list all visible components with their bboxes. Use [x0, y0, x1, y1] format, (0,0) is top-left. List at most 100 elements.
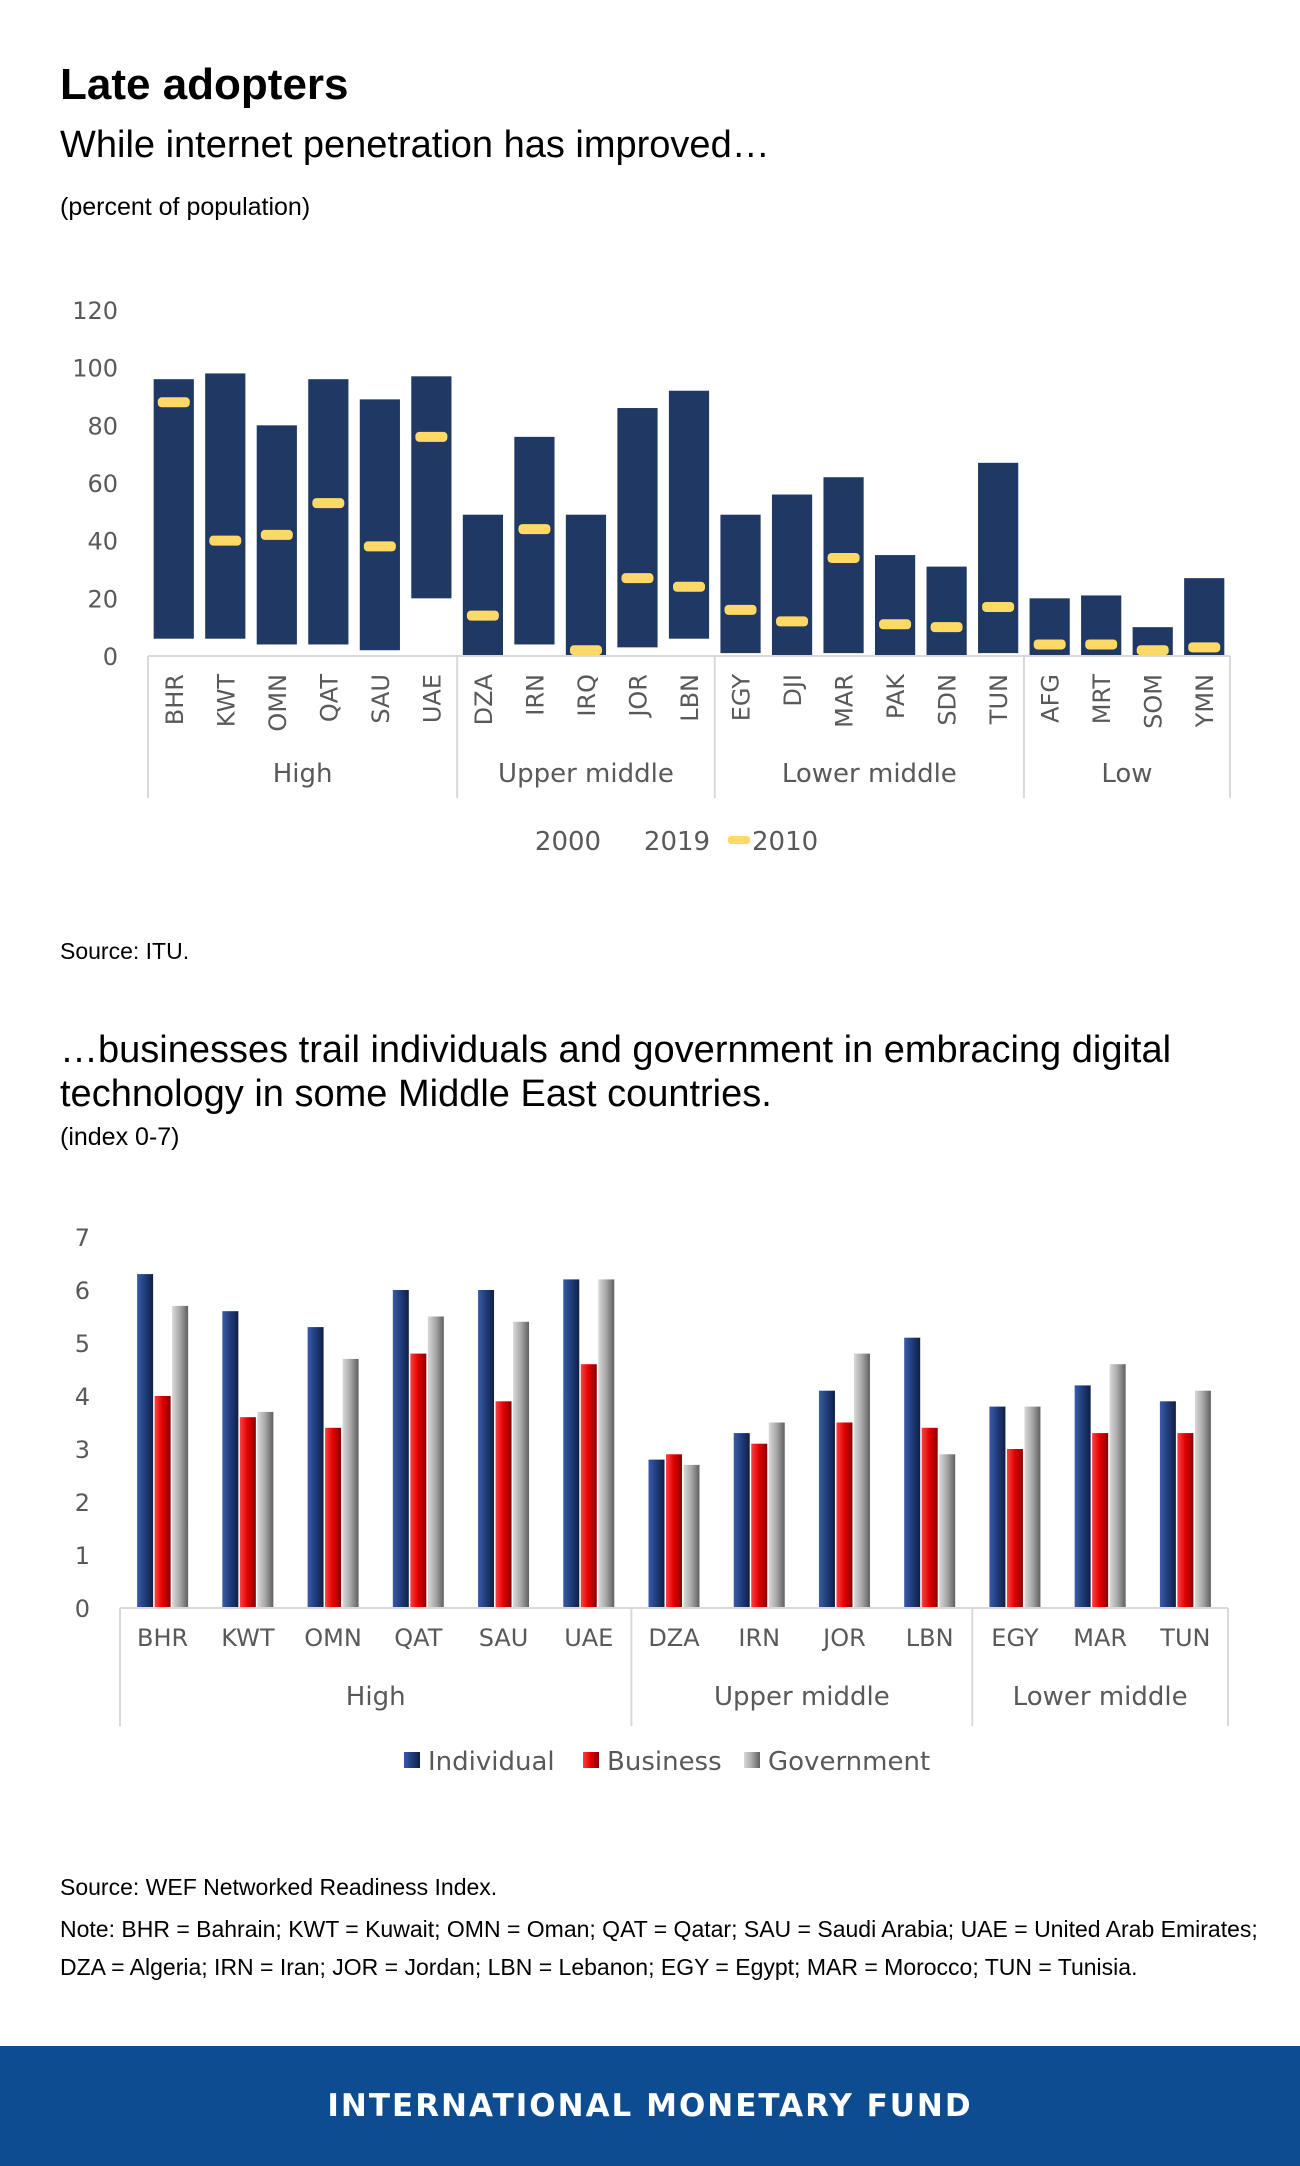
bar-business-qat — [410, 1353, 427, 1608]
y-tick-label: 2 — [75, 1489, 90, 1517]
bar-business-tun — [1177, 1433, 1194, 1608]
x-tick-label: OMN — [264, 674, 292, 732]
legend-label: 2000 — [535, 827, 601, 857]
marker-2010-irn — [518, 524, 551, 535]
bar-individual-kwt — [222, 1311, 239, 1608]
marker-2010-uae — [415, 431, 448, 442]
x-tick-label: SAU — [479, 1624, 529, 1652]
marker-2010-sdn — [930, 622, 963, 633]
bar-business-bhr — [154, 1396, 171, 1608]
x-tick-label: EGY — [728, 674, 756, 722]
bar-government-qat — [427, 1316, 444, 1608]
y-tick-label: 5 — [75, 1330, 90, 1358]
legend-label: Government — [768, 1747, 930, 1777]
bar-business-egy — [1006, 1449, 1023, 1608]
y-tick-label: 3 — [75, 1436, 90, 1464]
footer-banner: INTERNATIONAL MONETARY FUND — [0, 2046, 1300, 2166]
legend-swatch-2010 — [728, 836, 750, 844]
x-tick-label: KWT — [221, 1624, 275, 1652]
chart1-subtitle: While internet penetration has improved… — [60, 124, 770, 166]
x-tick-label: TUN — [985, 674, 1013, 725]
x-tick-label: IRN — [738, 1624, 780, 1652]
marker-2010-mrt — [1085, 639, 1118, 650]
marker-2010-ymn — [1188, 642, 1221, 653]
y-tick-label: 0 — [75, 1595, 90, 1623]
marker-2010-pak — [879, 619, 912, 630]
marker-2010-som — [1136, 645, 1169, 656]
group-label: High — [346, 1682, 406, 1712]
marker-2010-lbn — [673, 581, 705, 592]
chart1-source: Source: ITU. — [60, 938, 190, 964]
bar-business-irn — [751, 1443, 768, 1608]
x-tick-label: DZA — [470, 673, 498, 725]
x-tick-label: IRN — [521, 674, 549, 716]
bar-government-uae — [598, 1279, 615, 1608]
x-tick-label: JOR — [624, 674, 652, 719]
bar-individual-lbn — [904, 1337, 921, 1608]
x-tick-label: DZA — [648, 1624, 700, 1652]
bar-business-mar — [1092, 1433, 1109, 1608]
marker-2010-afg — [1033, 639, 1066, 650]
x-tick-label: MRT — [1088, 674, 1116, 725]
y-tick-label: 40 — [87, 528, 118, 556]
x-tick-label: LBN — [676, 674, 704, 722]
bar-business-omn — [325, 1427, 342, 1608]
chart2-note: Note: BHR = Bahrain; KWT = Kuwait; OMN =… — [60, 1916, 1258, 1980]
range-bar-jor — [617, 408, 658, 648]
marker-2010-irq — [569, 645, 602, 656]
bar-government-omn — [342, 1358, 359, 1608]
bar-business-sau — [495, 1401, 512, 1608]
legend-swatch-individual — [404, 1752, 420, 1768]
bar-individual-uae — [563, 1279, 580, 1608]
bar-business-dza — [666, 1454, 682, 1608]
bar-individual-tun — [1159, 1401, 1176, 1608]
bar-government-bhr — [172, 1305, 189, 1608]
chart2-subtitle: …businesses trail individuals and govern… — [60, 1029, 1172, 1115]
legend-swatch-government — [744, 1752, 760, 1768]
y-tick-label: 80 — [87, 412, 118, 440]
chart1-unit-label: (percent of population) — [60, 193, 311, 221]
range-bar-dji — [771, 494, 813, 656]
bar-individual-dza — [648, 1459, 665, 1608]
x-tick-label: AFG — [1037, 674, 1065, 723]
marker-2010-egy — [724, 604, 757, 615]
footer-org-name: INTERNATIONAL MONETARY FUND — [327, 2088, 973, 2124]
chart1-internet-penetration: 0 20 40 60 80 100 120 BHR KWT OMN QAT SAU UAE DZA IRN I… — [72, 297, 1231, 857]
legend-label: 2010 — [752, 827, 818, 857]
x-tick-label: UAE — [564, 1624, 613, 1652]
x-tick-label: KWT — [212, 674, 240, 728]
legend-label: Business — [607, 1747, 722, 1777]
bar-individual-egy — [989, 1406, 1006, 1608]
marker-2010-jor — [621, 573, 654, 584]
range-bar-irn — [514, 436, 555, 645]
legend-swatch-business — [583, 1752, 599, 1768]
group-label: Lower middle — [1013, 1682, 1188, 1712]
x-tick-label: PAK — [882, 673, 910, 719]
marker-2010-sau — [363, 541, 396, 552]
y-tick-label: 4 — [75, 1383, 90, 1411]
y-tick-label: 6 — [75, 1277, 90, 1305]
range-bar-lbn — [668, 390, 710, 639]
bar-individual-mar — [1074, 1385, 1091, 1608]
x-tick-label: OMN — [304, 1624, 362, 1652]
bar-government-tun — [1194, 1390, 1211, 1608]
x-tick-label: DJI — [779, 674, 807, 707]
range-bar-sdn — [926, 566, 967, 656]
bar-government-kwt — [257, 1411, 274, 1608]
bar-government-egy — [1024, 1406, 1041, 1608]
bar-individual-bhr — [137, 1274, 154, 1608]
range-bar-irq — [565, 514, 607, 656]
range-bar-uae — [411, 376, 452, 599]
x-tick-label: SDN — [934, 674, 962, 726]
marker-2010-dji — [776, 616, 809, 627]
bar-government-irn — [768, 1422, 785, 1608]
range-bar-tun — [978, 462, 1019, 654]
bar-business-uae — [580, 1364, 597, 1608]
range-bar-sau — [359, 399, 400, 651]
x-tick-label: MAR — [1073, 1624, 1127, 1652]
legend-label: Individual — [428, 1747, 555, 1777]
x-tick-label: JOR — [821, 1624, 866, 1652]
bar-individual-sau — [478, 1290, 495, 1608]
y-tick-label: 120 — [72, 297, 118, 325]
marker-2010-tun — [982, 601, 1015, 612]
